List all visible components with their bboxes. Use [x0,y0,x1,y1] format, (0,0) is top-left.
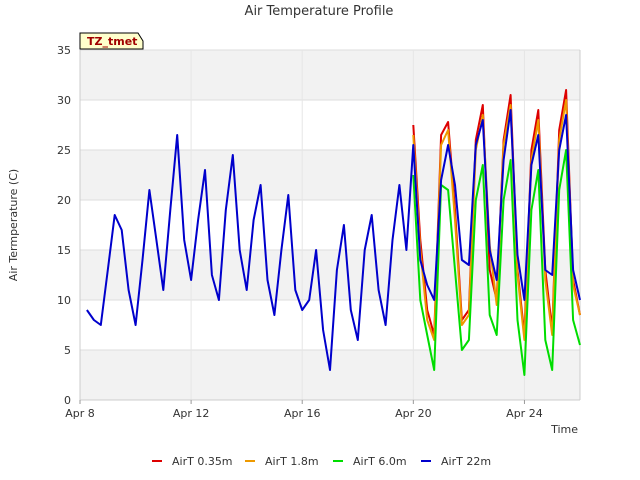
station-badge: TZ_tmet [79,32,144,50]
y-axis-label: Air Termperature (C) [7,169,20,281]
badge-label: TZ_tmet [87,35,137,48]
chart-title: Air Temperature Profile [245,4,394,19]
y-tick-label: 25 [57,144,71,157]
legend-label: AirT 6.0m [353,455,407,468]
y-tick-label: 10 [57,294,71,307]
legend-label: AirT 1.8m [265,455,319,468]
series-lines [86,89,581,376]
y-tick-label: 0 [64,394,71,407]
legend-label: AirT 22m [441,455,491,468]
series-line-airt-22m [86,109,581,371]
y-tick-label: 5 [64,344,71,357]
y-tick-label: 15 [57,244,71,257]
legend: AirT 0.35m AirT 1.8m AirT 6.0m AirT 22m [152,455,491,468]
x-axis-label: Time [550,423,578,436]
plot-band [80,100,580,150]
y-tick-label: 20 [57,194,71,207]
series-line-airt-1-8m [412,99,581,341]
y-axis-ticks: 0 5 10 15 20 25 30 35 [57,44,71,407]
y-tick-label: 30 [57,94,71,107]
x-tick-label: Apr 8 [65,407,95,420]
badge-box [79,32,144,50]
legend-label: AirT 0.35m [172,455,233,468]
plot-band [80,250,580,300]
x-tick-label: Apr 12 [173,407,210,420]
x-tick-label: Apr 24 [506,407,543,420]
plot-band [80,200,580,250]
plot-band [80,50,580,100]
plot-band [80,300,580,350]
x-axis-ticks: Apr 8 Apr 12 Apr 16 Apr 20 Apr 24 [65,400,543,420]
x-tick-label: Apr 16 [284,407,321,420]
plot-band [80,150,580,200]
x-tick-label: Apr 20 [395,407,432,420]
gridlines [79,49,581,401]
y-tick-label: 35 [57,44,71,57]
plot-background-bands [80,50,580,400]
